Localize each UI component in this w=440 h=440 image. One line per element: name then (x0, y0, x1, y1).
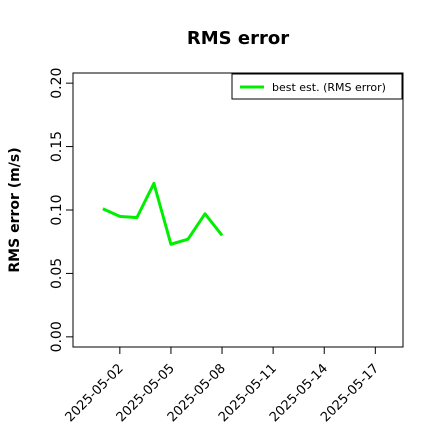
chart-title: RMS error (187, 28, 289, 49)
plot-box (72, 72, 404, 348)
y-tick-label: 0.10 (49, 194, 65, 225)
line (102, 181, 224, 246)
y-tick-label: 0.00 (49, 321, 65, 352)
y-axis-label: RMS error (m/s) (7, 147, 23, 272)
legend-label: best est. (RMS error) (272, 81, 386, 94)
y-tick-label: 0.05 (49, 258, 65, 289)
y-tick-label: 0.15 (49, 131, 65, 162)
y-tick-label: 0.20 (49, 68, 65, 99)
